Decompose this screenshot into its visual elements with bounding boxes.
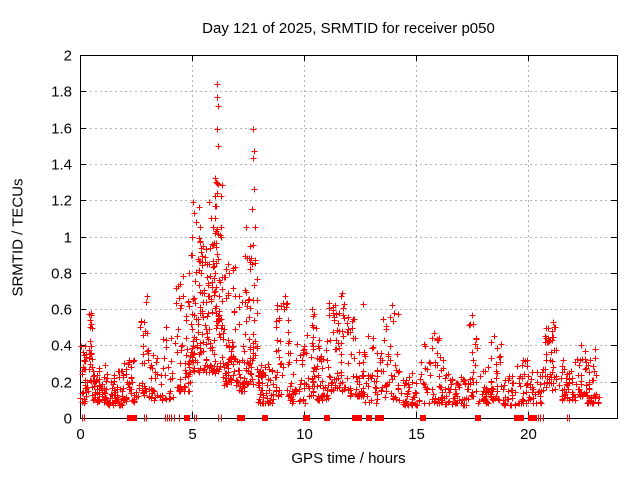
y-tick-label: 1.4 [51, 157, 72, 174]
y-tick-label: 1.8 [51, 84, 72, 101]
zero-flag-square [303, 415, 309, 421]
x-tick-label: 20 [520, 426, 537, 443]
y-tick-label: 0.4 [51, 338, 72, 355]
y-tick-label: 0.8 [51, 266, 72, 283]
y-tick-label: 0.2 [51, 375, 72, 392]
y-tick-label: 1 [64, 230, 72, 247]
zero-flag-square [514, 415, 520, 421]
zero-flag-square [356, 415, 362, 421]
axis-ticks [80, 55, 617, 419]
zero-flag-square [518, 415, 524, 421]
y-tick-label: 2 [64, 48, 72, 65]
y-tick-label: 1.2 [51, 193, 72, 210]
zero-flag-tick [82, 414, 570, 422]
scatter-points [77, 81, 603, 422]
x-tick-label: 10 [296, 426, 313, 443]
chart-title: Day 121 of 2025, SRMTID for receiver p05… [202, 20, 495, 37]
zero-flag-square [475, 415, 481, 421]
x-axis-label: GPS time / hours [291, 450, 406, 467]
tick-labels: 0 5 10 15 20 0 0.2 0.4 0.6 0.8 1 1.2 1.4 1.6 1.8 2 [51, 48, 537, 444]
zero-flag-square [131, 415, 137, 421]
y-tick-label: 0.6 [51, 302, 72, 319]
x-tick-label: 0 [76, 426, 84, 443]
zero-flag-square [184, 415, 190, 421]
zero-flag-square [366, 415, 372, 421]
zero-flag-square [352, 415, 358, 421]
zero-flag-square [127, 415, 133, 421]
zero-flag-square [378, 415, 384, 421]
zero-flag-square [531, 415, 537, 421]
zero-flag-square [420, 415, 426, 421]
y-tick-label: 1.6 [51, 121, 72, 138]
zero-flag-square [262, 415, 268, 421]
y-tick-label: 0 [64, 411, 72, 428]
srmtid-plus-markers [77, 81, 603, 409]
x-tick-label: 5 [188, 426, 196, 443]
x-tick-label: 15 [408, 426, 425, 443]
zero-flag-square [324, 415, 330, 421]
zero-flag-square [239, 415, 245, 421]
